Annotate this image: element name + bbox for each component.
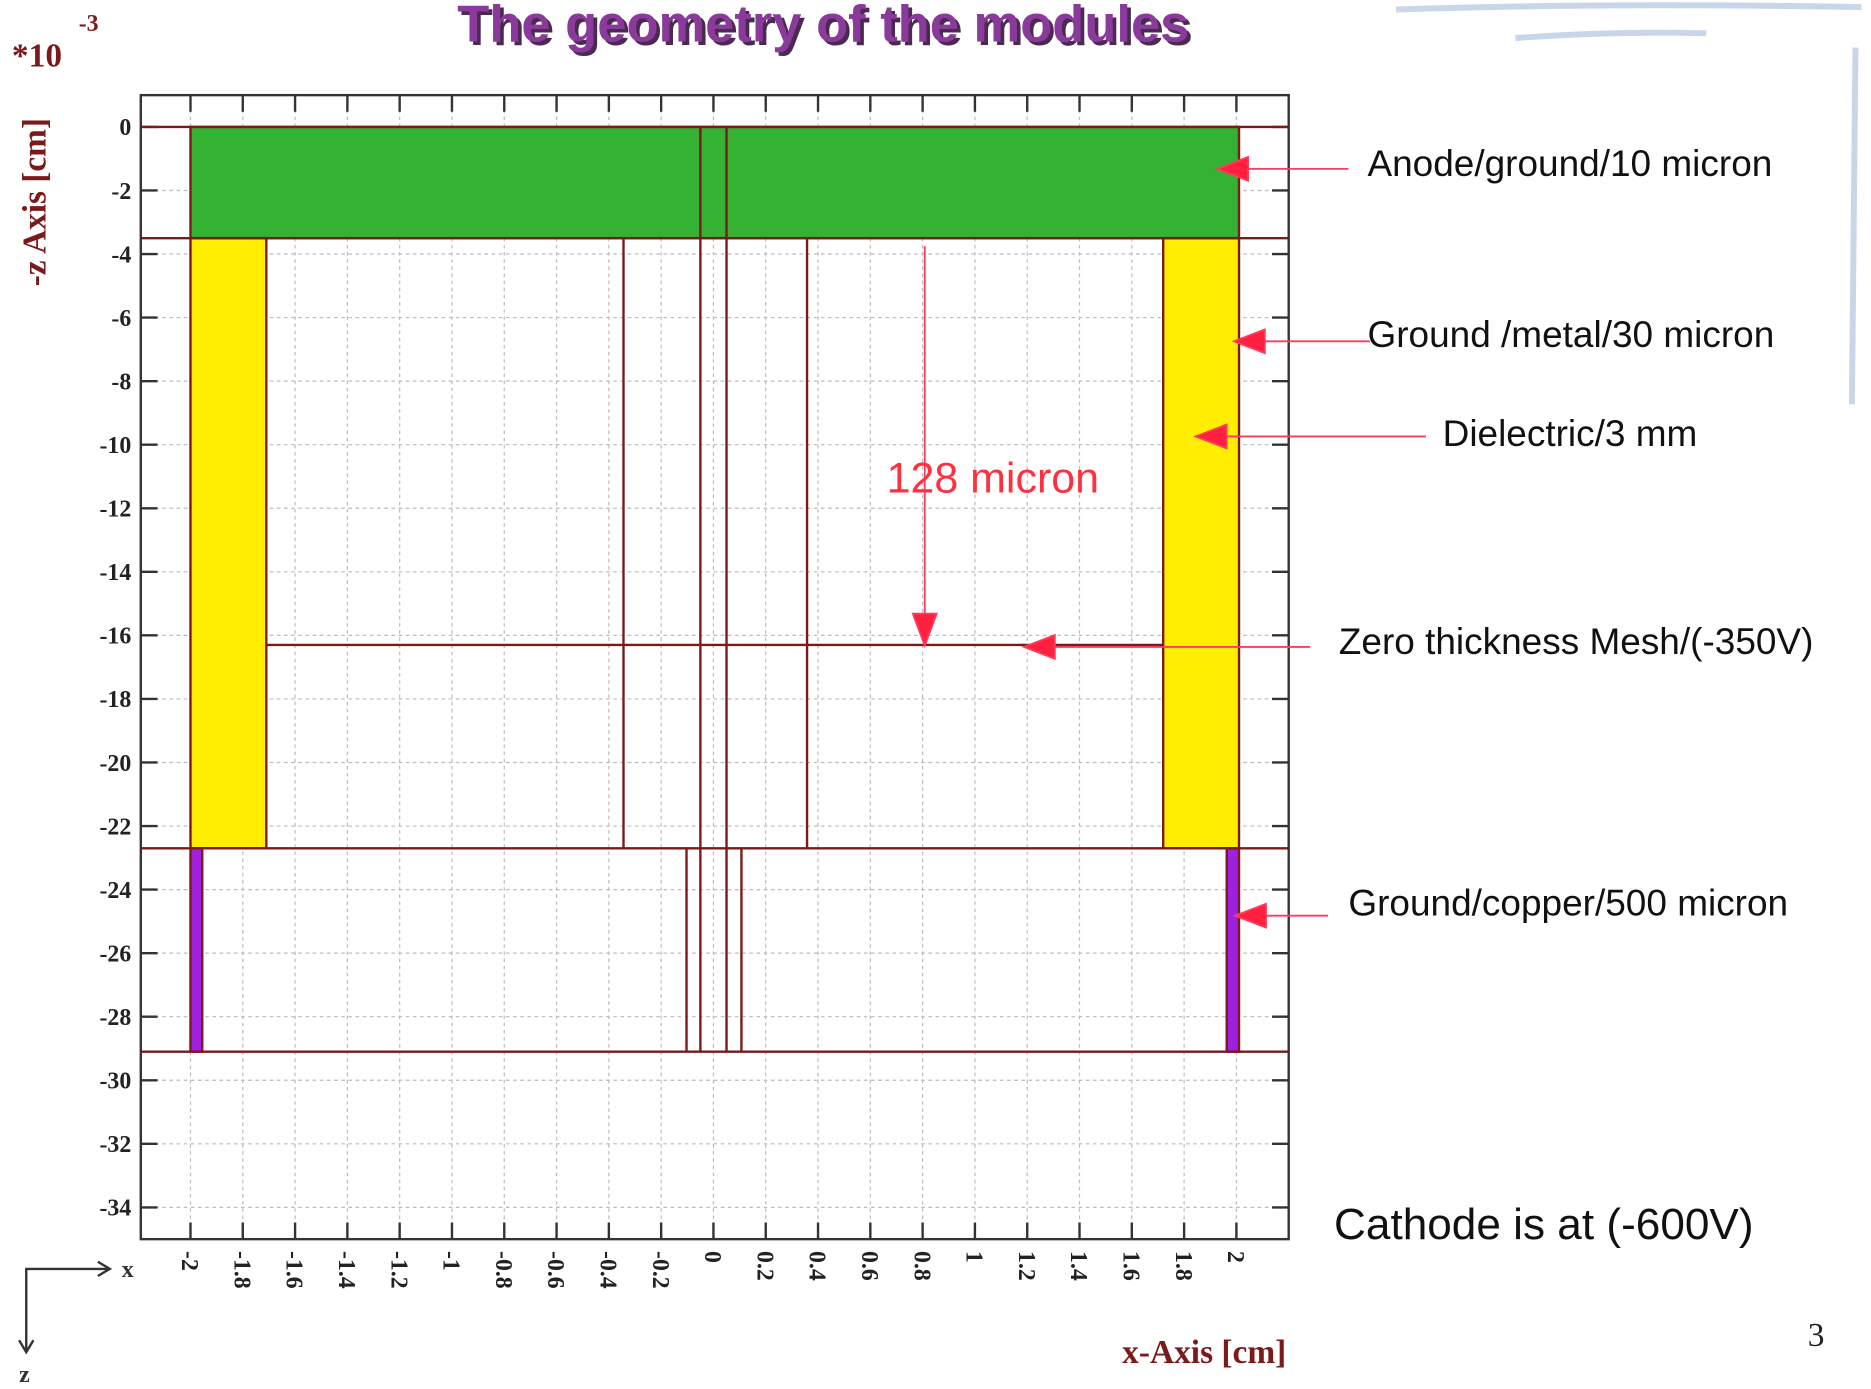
x-tick-label: -1.6: [281, 1251, 307, 1289]
y-tick-label: -22: [99, 814, 131, 840]
annotation: Cathode is at (-600V): [1334, 1200, 1754, 1249]
axis-icon-label: x: [122, 1257, 134, 1283]
y-tick-label: -12: [99, 497, 131, 523]
x-tick-label: 0: [699, 1251, 725, 1263]
y-tick-label: -8: [111, 370, 131, 396]
x-tick-label: 1.8: [1170, 1251, 1196, 1281]
annotation: 128 micron: [887, 454, 1099, 502]
annotation: Ground /metal/30 micron: [1367, 314, 1774, 355]
y-tick-label: -14: [99, 560, 131, 586]
page-number: 3: [1808, 1317, 1825, 1354]
y-tick-label: -4: [111, 242, 131, 268]
x-tick-label: 1.4: [1065, 1251, 1091, 1281]
x-tick-label: -0.6: [542, 1251, 568, 1289]
x-axis-label: x-Axis [cm]: [1122, 1334, 1286, 1371]
arrows: [911, 155, 1426, 929]
annotation: Zero thickness Mesh/(-350V): [1339, 621, 1814, 662]
x-tick-label: -0.4: [594, 1251, 620, 1289]
y-tick-label: -16: [99, 624, 131, 650]
axis-icon-label: z: [19, 1362, 30, 1388]
region: [1161, 236, 1241, 850]
annotation: Anode/ground/10 micron: [1367, 143, 1772, 184]
title-shadow: The geometry of the modules: [461, 0, 1193, 57]
x-tick-label: 1.6: [1117, 1251, 1143, 1281]
annotation: Ground/copper/500 micron: [1348, 883, 1788, 924]
x-tick-label: 0.8: [908, 1251, 934, 1281]
x-tick-label: 1: [961, 1251, 987, 1263]
x-tick-label: 1.2: [1013, 1251, 1039, 1281]
x-tick-label: -1.2: [385, 1251, 411, 1289]
x-tick-label: 2: [1222, 1251, 1248, 1263]
y-tick-label: -10: [99, 433, 131, 459]
y-tick-label: -28: [99, 1005, 131, 1031]
x-tick-label: -1.8: [228, 1251, 254, 1289]
x-tick-label: -2: [176, 1251, 202, 1271]
y-tick-label: -2: [111, 179, 131, 205]
y-tick-label: -20: [99, 751, 131, 777]
x-tick-label: 0.6: [856, 1251, 882, 1281]
region: [189, 125, 1241, 240]
plot: [140, 95, 1289, 1240]
exponent-base: *10: [12, 38, 62, 75]
y-tick-label: -26: [99, 942, 131, 968]
region: [189, 847, 204, 1053]
y-tick-label: -6: [111, 306, 131, 332]
x-tick-label: 0.4: [804, 1251, 830, 1281]
y-tick-label: -18: [99, 687, 131, 713]
y-tick-label: -32: [99, 1132, 131, 1158]
y-tick-label: -24: [99, 878, 131, 904]
x-tick-label: 0.2: [751, 1251, 777, 1281]
x-tick-label: -1: [438, 1251, 464, 1271]
y-tick-label: -30: [99, 1069, 131, 1095]
title: The geometry of the modules: [457, 0, 1189, 54]
x-tick-label: -0.8: [490, 1251, 516, 1289]
y-tick-label: -34: [99, 1196, 131, 1222]
region: [1225, 847, 1241, 1053]
x-tick-label: -0.2: [647, 1251, 673, 1289]
y-tick-label: 0: [119, 115, 131, 141]
region: [189, 236, 268, 850]
decoration: [1395, 2, 1862, 405]
y-axis-label: -z Axis [cm]: [16, 118, 53, 286]
exponent: -3: [79, 11, 99, 37]
annotation: Dielectric/3 mm: [1443, 413, 1698, 454]
plot-frame: [139, 93, 1290, 1241]
x-tick-label: -1.4: [333, 1251, 359, 1289]
axis-icon: [18, 1260, 113, 1355]
